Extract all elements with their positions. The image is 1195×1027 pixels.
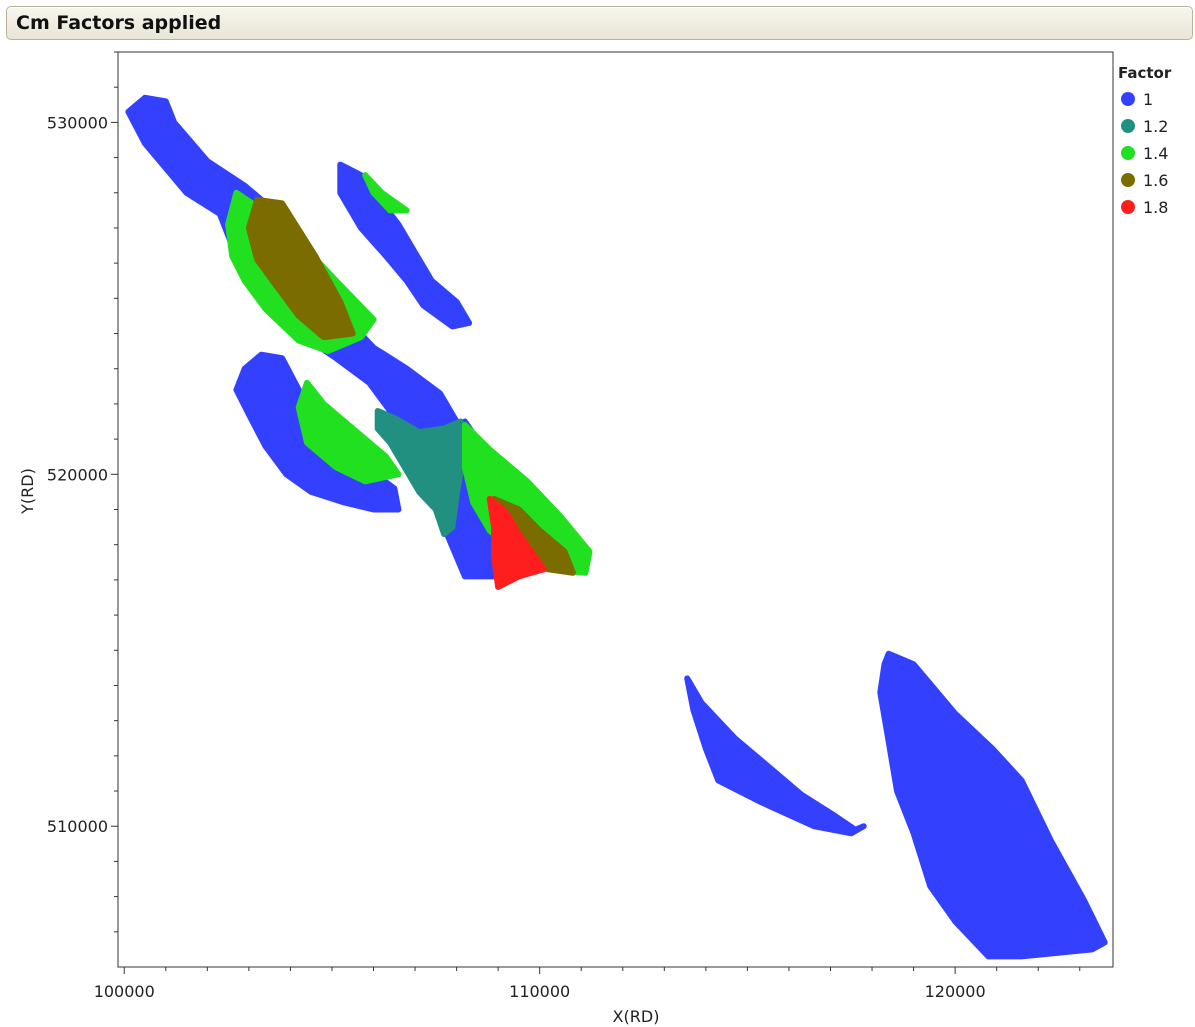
x-axis-label: X(RD) <box>613 1007 660 1026</box>
legend-swatch-1-6 <box>1121 173 1135 187</box>
y-tick-label: 510000 <box>47 817 108 836</box>
factor-region-1-2-1 <box>374 408 468 538</box>
factor-region-1-8-1 <box>486 495 547 590</box>
factor-region-1-4-2 <box>362 172 410 214</box>
legend-swatch-1 <box>1121 92 1135 106</box>
factor-region-1-2 <box>337 161 473 330</box>
legend-label-1-4: 1.4 <box>1143 144 1168 163</box>
x-tick-label: 120000 <box>925 982 986 1001</box>
factor-region-1-6-1 <box>245 196 356 341</box>
factor-region-1-5 <box>684 675 867 837</box>
legend-label-1-2: 1.2 <box>1143 117 1168 136</box>
legend-label-1-8: 1.8 <box>1143 198 1168 217</box>
y-tick-label: 530000 <box>47 113 108 132</box>
legend-swatch-1-4 <box>1121 146 1135 160</box>
factor-region-1-4-3 <box>295 379 402 485</box>
y-axis-label: Y(RD) <box>18 468 37 515</box>
legend-title: Factor <box>1118 64 1172 82</box>
legend-label-1-6: 1.6 <box>1143 171 1168 190</box>
legend: Factor 1 1.2 1.4 1.6 1.8 <box>1118 64 1172 217</box>
x-tick-label: 100000 <box>94 982 155 1001</box>
x-tick-label: 110000 <box>509 982 570 1001</box>
axis-ticks: 100000 110000 120000 510000 520000 530000 <box>47 51 1081 1001</box>
legend-label-1: 1 <box>1143 90 1153 109</box>
plot-regions <box>125 94 1108 960</box>
legend-swatch-1-2 <box>1121 119 1135 133</box>
factor-region-1-6 <box>877 650 1108 960</box>
legend-swatch-1-8 <box>1121 200 1135 214</box>
y-tick-label: 520000 <box>47 465 108 484</box>
panel-title: Cm Factors applied <box>16 12 222 34</box>
panel-titlebar: Cm Factors applied <box>6 6 1193 40</box>
